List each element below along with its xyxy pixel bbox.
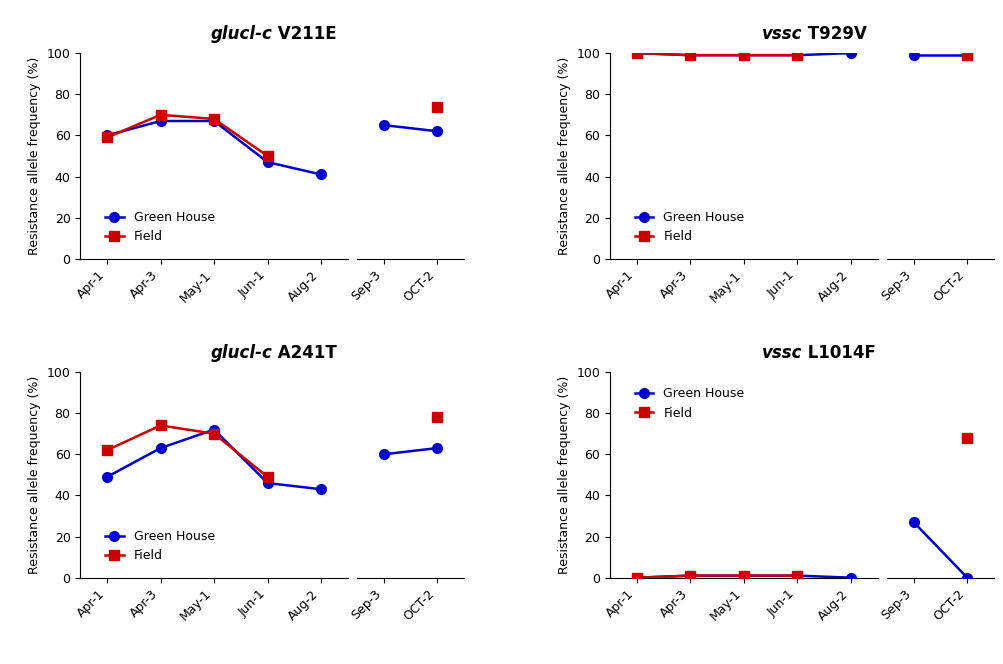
Green House xyxy=(101,131,113,139)
Green House xyxy=(208,117,220,125)
Green House xyxy=(684,572,696,580)
Green House xyxy=(630,574,642,582)
Line: Green House: Green House xyxy=(102,425,326,494)
Text: A241T: A241T xyxy=(272,344,337,362)
Field xyxy=(630,574,642,582)
Y-axis label: Resistance allele frequency (%): Resistance allele frequency (%) xyxy=(558,57,571,255)
Line: Field: Field xyxy=(102,420,272,482)
Field xyxy=(737,51,749,59)
Legend: Green House, Field: Green House, Field xyxy=(629,382,749,424)
Green House xyxy=(208,426,220,434)
Green House xyxy=(262,158,274,166)
Field xyxy=(262,152,274,160)
Text: L1014F: L1014F xyxy=(801,344,875,362)
Field xyxy=(101,133,113,141)
Green House xyxy=(844,574,856,582)
Field xyxy=(208,430,220,438)
Field xyxy=(101,446,113,454)
Field xyxy=(154,111,166,119)
Legend: Green House, Field: Green House, Field xyxy=(100,207,220,248)
Text: glucl-c: glucl-c xyxy=(211,344,272,362)
Line: Field: Field xyxy=(102,110,272,161)
Y-axis label: Resistance allele frequency (%): Resistance allele frequency (%) xyxy=(28,57,41,255)
Text: T929V: T929V xyxy=(801,25,866,43)
Field xyxy=(208,115,220,123)
Field xyxy=(790,572,802,580)
Line: Green House: Green House xyxy=(631,571,855,582)
Field xyxy=(684,572,696,580)
Green House xyxy=(154,117,166,125)
Green House xyxy=(737,572,749,580)
Y-axis label: Resistance allele frequency (%): Resistance allele frequency (%) xyxy=(558,376,571,574)
Legend: Green House, Field: Green House, Field xyxy=(629,207,749,248)
Green House xyxy=(154,444,166,452)
Text: vssc: vssc xyxy=(760,344,801,362)
Line: Field: Field xyxy=(631,571,801,582)
Green House xyxy=(684,51,696,59)
Green House xyxy=(737,51,749,59)
Text: glucl-c: glucl-c xyxy=(211,25,272,43)
Legend: Green House, Field: Green House, Field xyxy=(100,525,220,567)
Field xyxy=(630,49,642,57)
Field xyxy=(154,422,166,430)
Line: Green House: Green House xyxy=(631,48,855,60)
Green House xyxy=(101,473,113,481)
Green House xyxy=(790,572,802,580)
Line: Green House: Green House xyxy=(102,116,326,179)
Text: vssc: vssc xyxy=(760,25,801,43)
Line: Field: Field xyxy=(631,48,801,60)
Green House xyxy=(315,171,327,179)
Green House xyxy=(790,51,802,59)
Green House xyxy=(315,485,327,493)
Field xyxy=(790,51,802,59)
Green House xyxy=(844,49,856,57)
Y-axis label: Resistance allele frequency (%): Resistance allele frequency (%) xyxy=(28,376,41,574)
Green House xyxy=(630,49,642,57)
Field xyxy=(684,51,696,59)
Text: V211E: V211E xyxy=(272,25,337,43)
Field xyxy=(737,572,749,580)
Green House xyxy=(262,479,274,487)
Field xyxy=(262,473,274,481)
